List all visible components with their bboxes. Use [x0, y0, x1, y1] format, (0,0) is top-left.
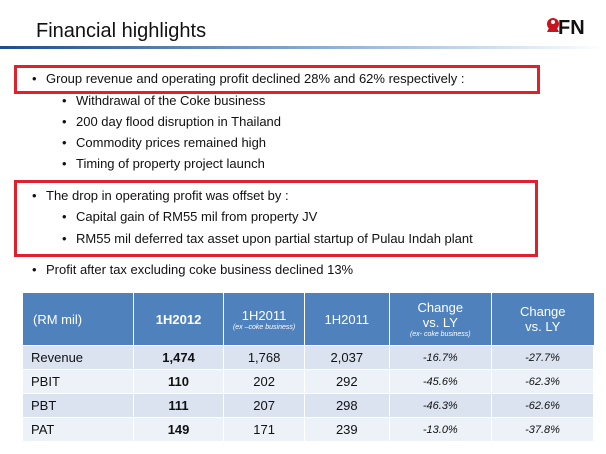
header-1h2012: 1H2012	[133, 293, 225, 346]
logo-figure-icon	[547, 18, 559, 32]
highlight-box-revenue	[14, 65, 540, 94]
cell: 207	[223, 393, 305, 418]
sub-bullet-item: • Timing of property project launch	[62, 156, 265, 171]
bullet-text: Profit after tax excluding coke business…	[46, 262, 354, 277]
bullet-text: Capital gain of RM55 mil from property J…	[76, 209, 318, 224]
cell: 1,768	[223, 345, 305, 370]
bullet-text: The drop in operating profit was offset …	[46, 188, 289, 203]
cell: 298	[304, 393, 390, 418]
cell: -27.7%	[491, 345, 594, 370]
cell: -37.8%	[491, 417, 594, 441]
cell: 149	[133, 417, 225, 441]
company-logo: FN	[547, 17, 585, 39]
sub-bullet-item: • 200 day flood disruption in Thailand	[62, 114, 282, 129]
bullet-item: • Profit after tax excluding coke busines…	[32, 262, 354, 277]
cell: 171	[223, 417, 305, 441]
bullet-item: • The drop in operating profit was offset…	[32, 188, 289, 203]
row-label: PBT	[23, 393, 134, 418]
table-row: Revenue 1,474 1,768 2,037 -16.7% -27.7%	[23, 345, 594, 370]
header-1h2011-ex-coke: 1H2011 (ex –coke business)	[223, 293, 305, 346]
table-row: PBT 111 207 298 -46.3% -62.6%	[23, 393, 594, 418]
row-label: Revenue	[23, 345, 134, 370]
header-1h2011: 1H2011	[304, 293, 390, 346]
cell: 111	[133, 393, 225, 418]
sub-bullet-item: • RM55 mil deferred tax asset upon partia…	[62, 231, 473, 246]
cell: -13.0%	[389, 417, 493, 441]
cell: -16.7%	[389, 345, 493, 370]
header-change: Change vs. LY	[491, 293, 594, 346]
row-label: PAT	[23, 417, 134, 441]
cell: 239	[304, 417, 390, 441]
title-divider	[0, 46, 606, 49]
sub-bullet-item: • Withdrawal of the Coke business	[62, 93, 266, 108]
table-row: PBIT 110 202 292 -45.6% -62.3%	[23, 369, 594, 394]
table-row: PAT 149 171 239 -13.0% -37.8%	[23, 417, 594, 441]
sub-bullet-item: • Capital gain of RM55 mil from property …	[62, 209, 318, 224]
cell: -62.3%	[491, 369, 594, 394]
logo-text: FN	[558, 17, 585, 39]
slide-title: Financial highlights	[36, 20, 207, 42]
cell: 292	[304, 369, 390, 394]
cell: 202	[223, 369, 305, 394]
cell: -46.3%	[389, 393, 493, 418]
bullet-text: Commodity prices remained high	[76, 135, 267, 150]
header-rm-mil: (RM mil)	[23, 293, 134, 346]
bullet-text: RM55 mil deferred tax asset upon partial…	[76, 231, 473, 246]
header-change-ex-coke: Change vs. LY (ex- coke business)	[389, 293, 493, 346]
cell: -62.6%	[491, 393, 594, 418]
sub-bullet-item: • Commodity prices remained high	[62, 135, 267, 150]
bullet-text: Withdrawal of the Coke business	[76, 93, 266, 108]
cell: 1,474	[133, 345, 225, 370]
financial-table: (RM mil) 1H2012 1H2011 (ex –coke business…	[23, 293, 594, 441]
cell: 110	[133, 369, 225, 394]
bullet-text: 200 day flood disruption in Thailand	[76, 114, 282, 129]
bullet-text: Timing of property project launch	[76, 156, 265, 171]
table-header-row: (RM mil) 1H2012 1H2011 (ex –coke business…	[23, 293, 594, 346]
cell: 2,037	[304, 345, 390, 370]
highlight-box-offset	[14, 180, 538, 257]
bullet-text: Group revenue and operating profit decli…	[46, 71, 465, 86]
bullet-item: • Group revenue and operating profit decl…	[32, 71, 465, 86]
row-label: PBIT	[23, 369, 134, 394]
cell: -45.6%	[389, 369, 493, 394]
